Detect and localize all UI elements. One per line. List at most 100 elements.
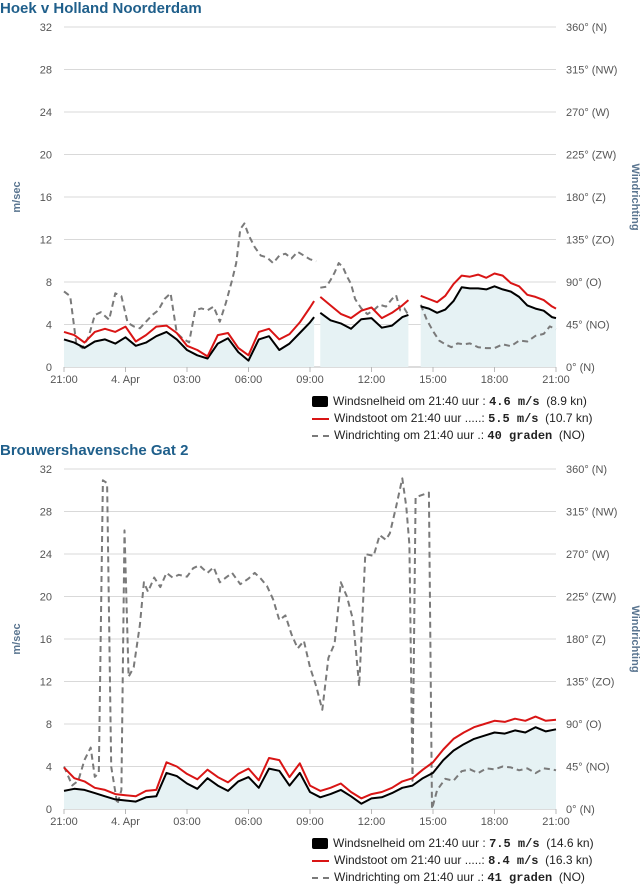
y-tick-label: 32: [40, 464, 52, 476]
y-tick-label: 32: [40, 22, 52, 34]
legend-value: 8.4 m/s: [488, 854, 539, 868]
series-line-windrichting: [320, 262, 410, 316]
y-tick-label: 8: [46, 719, 52, 731]
y-tick-label: 12: [40, 235, 52, 247]
series-line-windsnelheid: [63, 316, 315, 362]
y-tick-label: 0: [46, 804, 52, 816]
legend-item-windsnelheid[interactable]: Windsnelheid om 21:40 uur : 7.5 m/s (14.…: [312, 835, 594, 852]
wind-direction-swatch: [312, 434, 329, 437]
legend-item-windstoot[interactable]: Windstoot om 21:40 uur .....: 8.4 m/s (1…: [312, 852, 594, 869]
station-panel-hoek-van-holland: Hoek v Holland Noorderdam 0 0° (N) 4 45° (N…: [0, 0, 640, 444]
x-tick-label: 21:00: [50, 816, 78, 828]
legend-separator: .:: [474, 870, 488, 884]
y2-tick-label: 90° (O): [566, 719, 602, 731]
wind-gust-swatch: [312, 417, 329, 420]
legend-value: 4.6 m/s: [489, 395, 540, 409]
legend-label: Windrichting om 21:40 uur: [334, 428, 475, 442]
legend-extra: (16.3 kn): [545, 853, 593, 867]
x-tick-label: 4. Apr: [111, 374, 140, 386]
x-tick-label: 09:00: [296, 816, 324, 828]
x-tick-label: 15:00: [419, 816, 447, 828]
station-panel-brouwershavensche-gat: Brouwershavensche Gat 2 0 0° (N) 4 45° (NO)…: [0, 442, 640, 886]
y-tick-label: 8: [46, 277, 52, 289]
y-tick-label: 4: [46, 762, 52, 774]
y2-axis-title: Windrichting: [629, 163, 640, 230]
wind-chart: 0 0° (N) 4 45° (NO) 8 90° (O) 12 135° (ZO) 16 180…: [11, 22, 640, 386]
y2-tick-label: 45° (NO): [566, 762, 610, 774]
y2-tick-label: 135° (ZO): [566, 235, 614, 247]
legend-item-windrichting[interactable]: Windrichting om 21:40 uur .: 40 graden (…: [312, 427, 593, 444]
series-line-windrichting: [63, 477, 557, 810]
wind-speed-swatch: [312, 838, 328, 850]
series-line-windsnelheid: [420, 285, 557, 320]
y-tick-label: 16: [40, 634, 52, 646]
x-tick-label: 18:00: [481, 374, 509, 386]
x-tick-label: 21:00: [542, 816, 570, 828]
x-tick-label: 18:00: [481, 816, 509, 828]
y2-tick-label: 45° (NO): [566, 320, 610, 332]
x-tick-label: 06:00: [235, 374, 263, 386]
legend-value: 7.5 m/s: [489, 837, 540, 851]
y-axis-title: m/sec: [11, 623, 23, 654]
y2-tick-label: 360° (N): [566, 22, 607, 34]
legend-extra: (10.7 kn): [545, 411, 593, 425]
wind-speed-swatch: [312, 396, 328, 408]
y-tick-label: 28: [40, 507, 52, 519]
legend-separator: .:: [474, 428, 488, 442]
x-tick-label: 15:00: [419, 374, 447, 386]
legend-separator: .....:: [461, 411, 489, 425]
y-tick-label: 4: [46, 320, 52, 332]
wind-chart: 0 0° (N) 4 45° (NO) 8 90° (O) 12 135° (ZO) 16 180…: [11, 464, 640, 828]
legend-extra: (14.6 kn): [546, 836, 594, 850]
y-tick-label: 24: [40, 107, 52, 119]
chart-legend: Windsnelheid om 21:40 uur : 4.6 m/s (8.9…: [312, 393, 593, 444]
legend-separator: :: [479, 836, 490, 850]
series-line-windstoot: [319, 296, 410, 320]
y2-tick-label: 315° (NW): [566, 507, 617, 519]
x-tick-label: 4. Apr: [111, 816, 140, 828]
y2-tick-label: 360° (N): [566, 464, 607, 476]
y-tick-label: 12: [40, 677, 52, 689]
station-title: Hoek v Holland Noorderdam: [0, 0, 202, 17]
legend-item-windsnelheid[interactable]: Windsnelheid om 21:40 uur : 4.6 m/s (8.9…: [312, 393, 593, 410]
x-tick-label: 03:00: [173, 374, 201, 386]
wind-speed-area: [420, 286, 556, 367]
legend-extra: (NO): [558, 870, 585, 884]
y-tick-label: 28: [40, 65, 52, 77]
x-tick-label: 09:00: [296, 374, 324, 386]
y2-tick-label: 225° (ZW): [566, 592, 616, 604]
y-tick-label: 0: [46, 362, 52, 374]
y2-tick-label: 270° (W): [566, 107, 610, 119]
y2-tick-label: 180° (Z): [566, 634, 606, 646]
y-tick-label: 20: [40, 150, 52, 162]
y2-axis-title: Windrichting: [629, 605, 640, 672]
legend-item-windrichting[interactable]: Windrichting om 21:40 uur .: 41 graden (…: [312, 869, 594, 886]
legend-label: Windsnelheid om 21:40 uur: [333, 394, 480, 408]
chart-legend: Windsnelheid om 21:40 uur : 7.5 m/s (14.…: [312, 835, 594, 886]
legend-value: 5.5 m/s: [488, 412, 539, 426]
legend-label: Windstoot om 21:40 uur: [334, 853, 462, 867]
legend-value: 40 graden: [487, 429, 553, 443]
y2-tick-label: 225° (ZW): [566, 150, 616, 162]
y2-tick-label: 315° (NW): [566, 65, 617, 77]
series-line-windstoot: [63, 300, 315, 358]
y2-tick-label: 0° (N): [566, 804, 595, 816]
wind-speed-area: [64, 727, 556, 809]
series-line-windsnelheid: [319, 311, 409, 330]
wind-gust-swatch: [312, 859, 329, 862]
y2-tick-label: 90° (O): [566, 277, 602, 289]
x-tick-label: 12:00: [358, 374, 386, 386]
legend-label: Windstoot om 21:40 uur: [334, 411, 462, 425]
legend-separator: .....:: [461, 853, 489, 867]
legend-separator: :: [479, 394, 490, 408]
legend-item-windstoot[interactable]: Windstoot om 21:40 uur .....: 5.5 m/s (1…: [312, 410, 593, 427]
legend-label: Windrichting om 21:40 uur: [334, 870, 475, 884]
wind-speed-area: [320, 312, 409, 367]
y-tick-label: 20: [40, 592, 52, 604]
legend-extra: (NO): [558, 428, 585, 442]
x-tick-label: 06:00: [235, 816, 263, 828]
x-tick-label: 21:00: [50, 374, 78, 386]
legend-value: 41 graden: [487, 871, 553, 885]
y2-tick-label: 270° (W): [566, 549, 610, 561]
y2-tick-label: 180° (Z): [566, 192, 606, 204]
